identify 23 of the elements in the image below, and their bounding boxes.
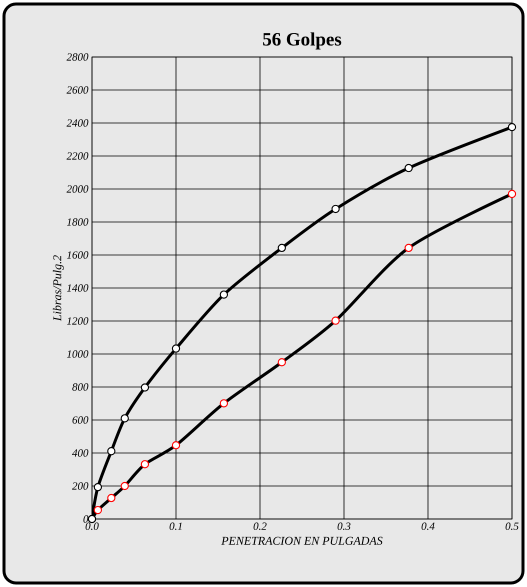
y-axis-title: Libras/Pulg.2 bbox=[52, 255, 64, 322]
y-tick-label: 200 bbox=[72, 482, 88, 490]
x-tick-label: 0.1 bbox=[170, 522, 182, 530]
x-tick-label: 0.0 bbox=[86, 522, 99, 530]
x-tick-label: 0.3 bbox=[338, 522, 350, 530]
x-tick-label: 0.2 bbox=[254, 522, 267, 530]
y-tick-label: 2800 bbox=[66, 53, 88, 61]
x-tick-label: 0.4 bbox=[422, 522, 435, 530]
y-tick-label: 1600 bbox=[66, 251, 88, 259]
chart-title: 56 Golpes bbox=[263, 32, 342, 50]
y-tick-label: 1400 bbox=[66, 284, 88, 292]
y-tick-label: 2000 bbox=[66, 185, 88, 193]
x-tick-label: 0.5 bbox=[506, 522, 519, 530]
y-tick-label: 2200 bbox=[66, 152, 88, 160]
y-tick-label: 400 bbox=[72, 449, 88, 457]
y-tick-label: 800 bbox=[72, 383, 88, 391]
x-axis-title: PENETRACION EN PULGADAS bbox=[221, 536, 382, 545]
y-tick-label: 1200 bbox=[66, 317, 88, 325]
y-tick-label: 1800 bbox=[66, 218, 88, 226]
y-tick-label: 1000 bbox=[66, 350, 88, 358]
y-tick-label: 600 bbox=[72, 416, 88, 424]
y-tick-label: 2600 bbox=[66, 86, 88, 94]
y-tick-label: 2400 bbox=[66, 119, 88, 127]
